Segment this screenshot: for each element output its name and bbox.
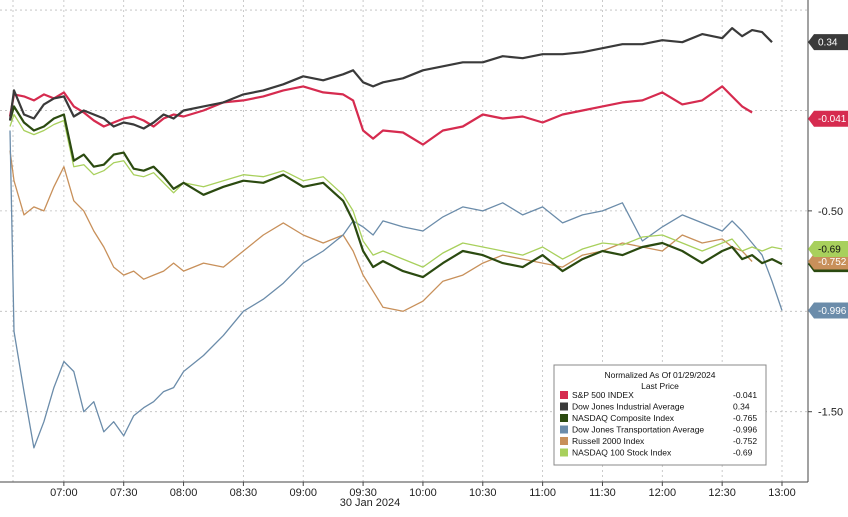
legend-name-3: Dow Jones Transportation Average: [572, 425, 704, 435]
legend-swatch-2: [560, 414, 568, 422]
legend-swatch-4: [560, 437, 568, 445]
last-price-badge-shape-5: [808, 241, 848, 258]
legend-value-0: -0.041: [733, 390, 757, 400]
x-axis-label: 30 Jan 2024: [340, 497, 401, 509]
legend-swatch-3: [560, 425, 568, 434]
series-line-0: [8, 85, 753, 146]
last-price-badge-4: -0.752: [808, 253, 848, 270]
x-tick-label-10: 12:00: [649, 487, 677, 499]
series-line-2: [8, 105, 783, 279]
x-tick-label-7: 10:30: [469, 487, 497, 499]
x-tick-label-1: 07:30: [110, 487, 138, 499]
series-line-3: [9, 130, 783, 449]
legend-value-4: -0.752: [733, 436, 757, 446]
x-tick-labels: 07:00 07:30 08:00 08:30 09:00 09:30 10:00 10:30…: [50, 482, 796, 499]
x-tick-label-5: 09:30: [349, 487, 377, 499]
last-price-badge-1: 0.34: [808, 34, 848, 51]
last-price-badge-text-1: 0.34: [818, 38, 838, 49]
legend-entries: S&P 500 INDEX -0.041 Dow Jones Industrial …: [560, 390, 757, 458]
legend-subtitle: Last Price: [641, 381, 679, 391]
last-price-badge-text-5: -0.69: [818, 245, 841, 256]
legend-swatch-0: [560, 391, 568, 399]
series-line-1: [8, 27, 773, 130]
last-price-badge-shape-4: [808, 253, 848, 270]
x-tick-label-0: 07:00: [50, 487, 78, 499]
legend-value-5: -0.69: [733, 448, 753, 458]
legend-swatch-5: [560, 448, 568, 457]
last-price-badge-5: -0.69: [808, 241, 848, 258]
last-price-badge-shape-0: [808, 110, 848, 127]
last-price-badge-text-0: -0.041: [818, 114, 847, 125]
legend-swatch-1: [560, 402, 568, 411]
legend-name-2: NASDAQ Composite Index: [572, 413, 675, 423]
x-tick-label-11: 12:30: [708, 487, 736, 499]
last-price-badge-shape-1: [808, 34, 848, 51]
legend-name-1: Dow Jones Industrial Average: [572, 402, 685, 412]
y-tick-labels: -0.50 -1.50: [808, 206, 843, 419]
legend-title: Normalized As Of 01/29/2024: [604, 370, 715, 380]
y-tick-label-0: -0.50: [818, 206, 843, 218]
series-line-4: [9, 150, 753, 312]
x-tick-label-6: 10:00: [409, 487, 437, 499]
series-lines: [8, 27, 783, 449]
legend-name-0: S&P 500 INDEX: [572, 390, 634, 400]
axes: [0, 0, 809, 483]
legend-name-4: Russell 2000 Index: [572, 436, 645, 446]
x-tick-label-12: 13:00: [768, 487, 796, 499]
last-price-badge-text-3: -0.996: [818, 306, 847, 317]
last-price-badge-0: -0.041: [808, 110, 848, 127]
series-line-5: [9, 113, 783, 268]
legend-value-2: -0.765: [733, 413, 757, 423]
last-price-badge-3: -0.996: [808, 302, 848, 319]
last-price-badge-text-4: -0.752: [818, 257, 847, 268]
x-tick-label-9: 11:30: [589, 487, 616, 499]
legend-box: [553, 364, 767, 466]
legend: Normalized As Of 01/29/2024 Last Price S…: [553, 364, 767, 466]
x-tick-label-2: 08:00: [170, 487, 198, 499]
x-tick-label-4: 09:00: [289, 487, 317, 499]
y-tick-label-1: -1.50: [818, 407, 843, 419]
legend-name-5: NASDAQ 100 Stock Index: [572, 448, 672, 458]
x-tick-label-8: 11:00: [529, 487, 556, 499]
x-tick-label-3: 08:30: [230, 487, 258, 499]
last-price-badge-shape-3: [808, 302, 848, 319]
legend-value-1: 0.34: [733, 402, 750, 412]
legend-value-3: -0.996: [733, 425, 757, 435]
